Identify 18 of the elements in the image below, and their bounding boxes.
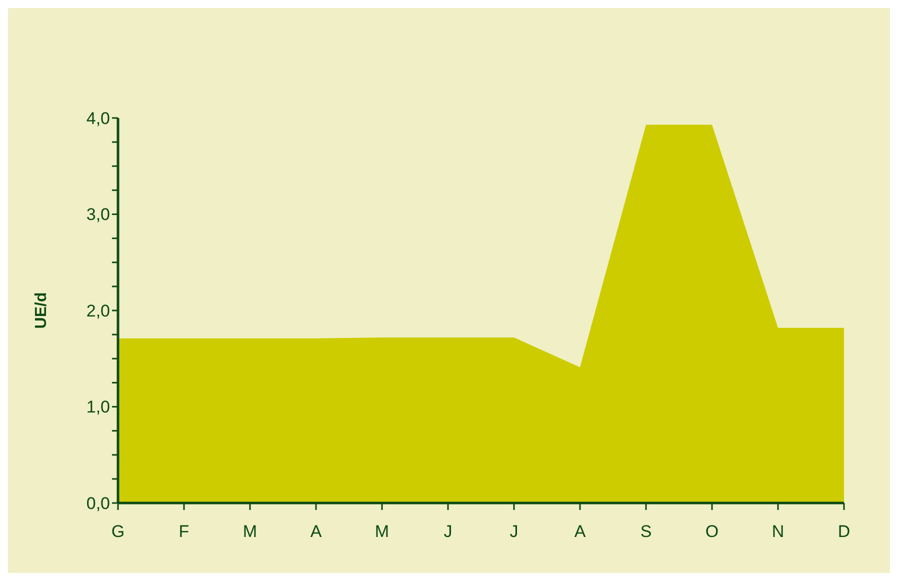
x-tick-label: D — [838, 522, 850, 541]
x-tick-label: M — [242, 522, 258, 541]
x-tick-label: A — [574, 522, 586, 541]
x-tick-label: G — [111, 522, 125, 541]
x-tick-label: S — [640, 522, 652, 541]
x-tick-label: O — [705, 522, 719, 541]
x-tick-label: J — [510, 522, 518, 541]
x-tick-label: J — [444, 522, 452, 541]
x-tick-label: M — [374, 522, 390, 541]
x-tick-label: A — [310, 522, 322, 541]
x-tick-label: N — [772, 522, 784, 541]
y-tick-label: 3,0 — [86, 205, 110, 224]
y-tick-label: 0,0 — [86, 494, 110, 513]
y-tick-label: 1,0 — [86, 398, 110, 417]
y-tick-label: 4,0 — [86, 108, 110, 128]
x-tick-label: F — [178, 522, 190, 541]
y-axis-title: UE/d — [33, 292, 50, 329]
y-tick-label: 2,0 — [86, 301, 110, 320]
